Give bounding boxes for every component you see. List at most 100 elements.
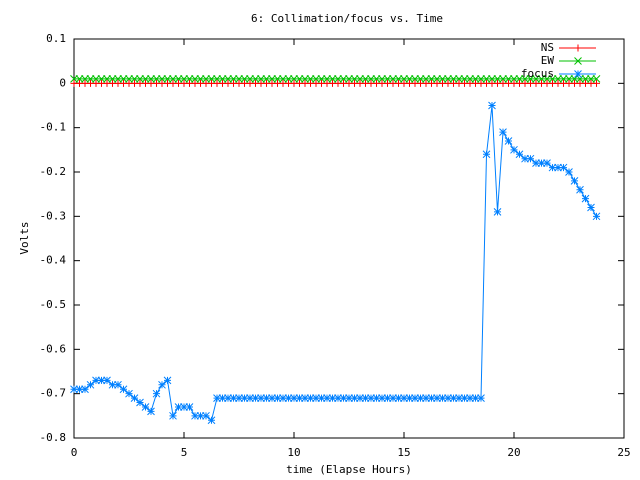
data-point <box>273 75 282 83</box>
data-point <box>543 75 551 83</box>
x-tick-label: 25 <box>617 446 630 459</box>
x-tick-label: 20 <box>507 446 520 459</box>
data-point <box>592 75 601 83</box>
data-point <box>97 75 106 83</box>
data-point <box>158 380 166 389</box>
data-point <box>367 394 375 402</box>
data-point <box>213 75 221 83</box>
data-point <box>97 376 106 385</box>
data-point <box>312 394 320 402</box>
data-point <box>466 394 474 402</box>
data-point <box>477 75 485 83</box>
data-point <box>537 75 546 83</box>
y-tick-label: -0.3 <box>40 209 67 222</box>
data-point <box>581 194 590 203</box>
data-point <box>273 394 282 402</box>
data-point <box>180 75 188 83</box>
data-point <box>108 75 117 83</box>
data-point <box>488 75 496 83</box>
data-point <box>334 394 342 402</box>
data-point <box>86 75 95 83</box>
data-point <box>416 394 425 402</box>
data-point <box>114 75 122 83</box>
data-point <box>587 75 595 83</box>
data-point <box>229 75 238 83</box>
data-point <box>323 394 331 402</box>
data-point <box>515 75 524 83</box>
data-point <box>510 75 518 83</box>
data-point <box>147 407 155 416</box>
data-point <box>328 75 337 83</box>
data-point <box>543 159 551 167</box>
data-point <box>235 394 243 402</box>
data-point <box>70 385 78 394</box>
data-point <box>290 394 298 402</box>
data-point <box>92 376 100 385</box>
data-point <box>504 75 513 83</box>
data-point <box>565 168 573 176</box>
data-point <box>460 394 469 402</box>
data-point <box>174 403 183 411</box>
data-point <box>565 75 573 83</box>
data-point <box>196 75 205 83</box>
data-point <box>207 416 216 425</box>
data-point <box>229 394 238 402</box>
data-point <box>334 75 342 83</box>
data-point <box>295 75 304 83</box>
legend-marker <box>574 70 582 78</box>
x-tick-label: 15 <box>397 446 410 459</box>
data-point <box>317 394 326 402</box>
y-tick-label: -0.1 <box>40 121 67 134</box>
data-point <box>141 403 150 411</box>
data-point <box>163 75 172 83</box>
data-point <box>444 394 452 402</box>
x-tick-label: 5 <box>181 446 188 459</box>
data-point <box>389 75 397 83</box>
data-point <box>185 403 194 411</box>
data-point <box>125 75 133 83</box>
data-point <box>141 75 150 83</box>
data-point <box>405 394 414 402</box>
data-point <box>108 380 117 389</box>
data-point <box>488 101 496 110</box>
data-point <box>444 75 452 83</box>
data-point <box>400 75 408 83</box>
data-point <box>378 394 386 402</box>
data-point <box>312 75 320 83</box>
data-point <box>394 394 403 402</box>
data-point <box>422 75 430 83</box>
data-point <box>81 385 89 394</box>
y-axis-label: Volts <box>18 221 31 254</box>
data-point <box>323 75 331 83</box>
data-point <box>257 394 265 402</box>
data-point <box>548 163 557 172</box>
data-point <box>317 75 326 83</box>
y-tick-label: -0.5 <box>40 298 67 311</box>
data-point <box>180 403 188 411</box>
data-point <box>345 75 353 83</box>
data-point <box>554 163 562 172</box>
data-point <box>504 137 513 145</box>
data-point <box>191 411 199 420</box>
data-point <box>279 75 287 83</box>
data-point <box>383 75 392 83</box>
data-point <box>427 394 436 402</box>
data-point <box>207 75 216 83</box>
data-point <box>136 398 144 407</box>
data-point <box>570 75 579 83</box>
data-point <box>70 75 78 83</box>
x-tick-label: 0 <box>71 446 78 459</box>
data-point <box>290 75 298 83</box>
data-point <box>213 394 221 402</box>
data-point <box>356 394 364 402</box>
data-point <box>251 394 260 402</box>
y-tick-label: -0.4 <box>40 254 67 267</box>
data-point <box>169 411 177 420</box>
data-point <box>191 75 199 83</box>
data-point <box>158 75 166 83</box>
data-point <box>411 394 419 402</box>
data-point <box>125 389 133 398</box>
data-point <box>460 75 469 83</box>
data-point <box>372 394 381 402</box>
y-tick-label: 0.1 <box>46 32 66 45</box>
